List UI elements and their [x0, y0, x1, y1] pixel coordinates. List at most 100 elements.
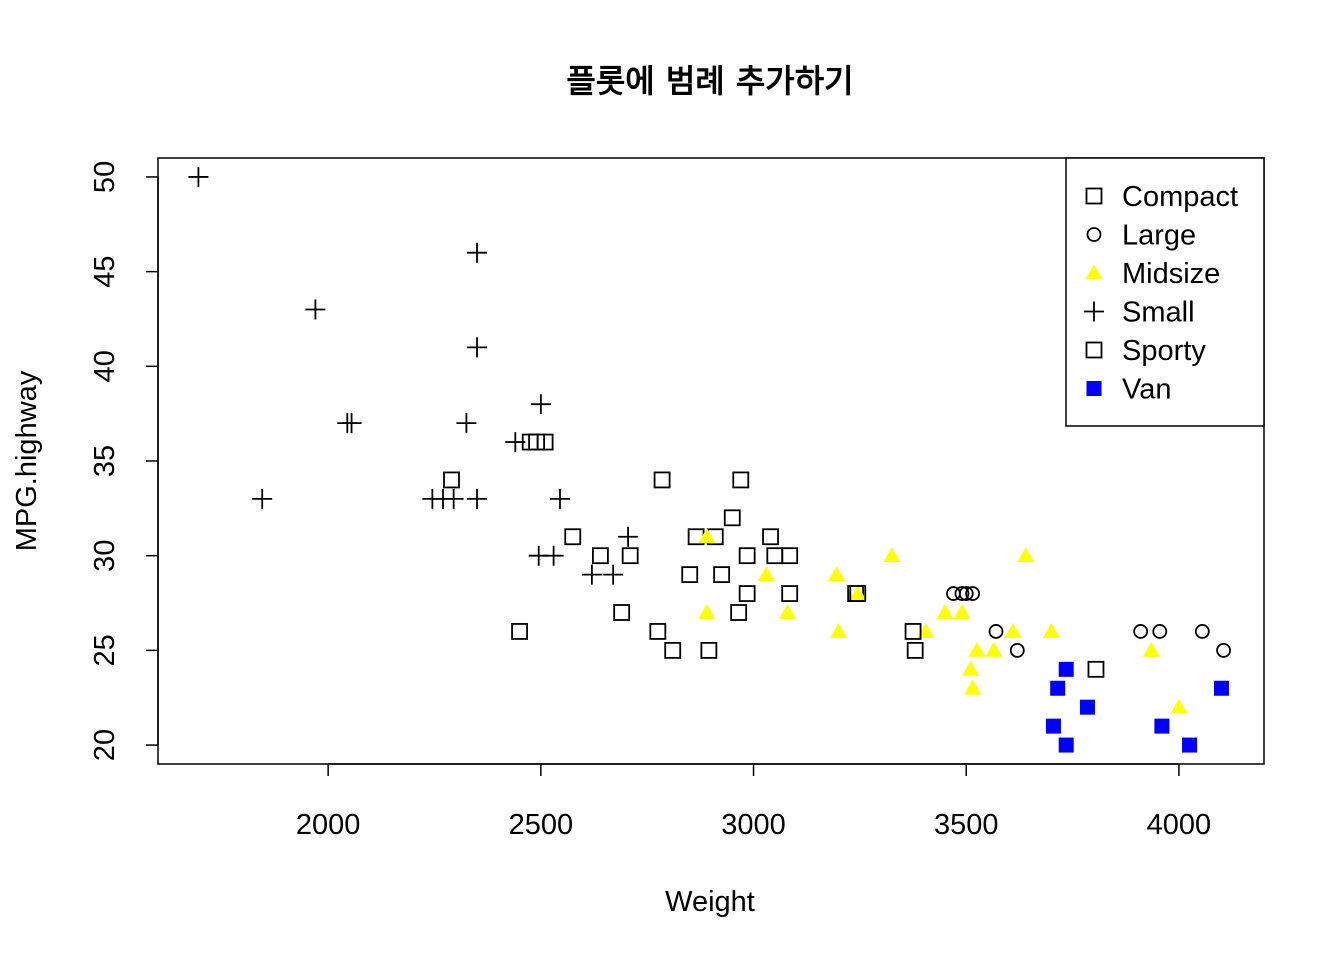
compact-point: [564, 528, 582, 546]
van-point: [1050, 680, 1066, 696]
chart-title: 플롯에 범례 추가하기: [566, 62, 853, 100]
midsize-point: [953, 604, 971, 619]
small-point: [252, 488, 273, 509]
small-point: [581, 564, 602, 585]
large-point: [954, 586, 970, 601]
sporty-point: [613, 604, 631, 621]
sporty-point: [849, 585, 867, 602]
x-tick-label: 3500: [934, 809, 999, 841]
x-tick-label: 2500: [509, 809, 574, 841]
legend: Compact Large Midsize Small Sporty Van: [1065, 157, 1265, 427]
x-tick-label: 4000: [1147, 809, 1212, 841]
y-tick-label: 50: [89, 161, 121, 193]
midsize-point: [936, 604, 954, 619]
legend-compact-marker: [1085, 187, 1103, 205]
large-point: [988, 624, 1004, 639]
midsize-point: [1170, 698, 1188, 714]
midsize-point: [757, 566, 775, 581]
van-point: [1182, 737, 1198, 753]
y-tick-label: 30: [89, 540, 121, 572]
compact-point: [536, 433, 554, 451]
sporty-point: [904, 623, 922, 640]
legend-midsize-marker: [1085, 264, 1103, 280]
y-tick-label: 40: [89, 350, 121, 382]
legend-van-label: Van: [1122, 374, 1171, 406]
midsize-point: [698, 528, 716, 544]
legend-sporty-label: Sporty: [1122, 335, 1206, 367]
midsize-point: [917, 622, 935, 638]
data-points: [188, 166, 1231, 753]
legend-large-label: Large: [1122, 220, 1196, 252]
large-point: [1133, 624, 1149, 639]
compact-point: [713, 566, 731, 584]
midsize-point: [883, 547, 901, 563]
large-point: [1152, 624, 1168, 639]
compact-point: [528, 433, 545, 451]
legend-small-label: Small: [1122, 297, 1195, 329]
x-tick-label: 3000: [721, 809, 786, 841]
sporty-point: [1087, 660, 1105, 678]
small-point: [467, 337, 488, 358]
small-point: [543, 545, 564, 566]
x-tick-label: 2000: [296, 809, 361, 841]
legend-small-marker: [1084, 301, 1104, 322]
small-point: [530, 394, 551, 415]
small-point: [188, 166, 209, 187]
large-point: [1216, 642, 1231, 658]
small-point: [341, 413, 362, 434]
midsize-point: [779, 604, 797, 619]
compact-point: [723, 509, 741, 527]
large-point: [1194, 624, 1210, 639]
van-point: [1213, 680, 1229, 696]
y-tick-label: 35: [89, 445, 121, 477]
small-point: [549, 488, 570, 509]
midsize-point: [961, 660, 979, 676]
compact-point: [443, 471, 460, 489]
small-point: [456, 413, 477, 434]
large-point: [1009, 642, 1025, 658]
compact-point: [738, 547, 756, 565]
y-axis-label: MPG.highway: [11, 370, 43, 551]
small-point: [467, 488, 488, 509]
van-point: [1058, 737, 1074, 753]
compact-point: [732, 471, 750, 489]
sporty-point: [649, 623, 667, 640]
compact-point: [592, 547, 609, 565]
compact-point: [781, 585, 799, 602]
x-axis: 2000 2500 3000 3500 4000: [296, 763, 1212, 841]
van-point: [1079, 699, 1095, 715]
small-point: [618, 526, 639, 547]
midsize-point: [1004, 622, 1022, 638]
midsize-point: [698, 604, 716, 619]
sporty-point: [781, 547, 799, 565]
compact-point: [681, 566, 699, 584]
legend-midsize-label: Midsize: [1122, 258, 1220, 290]
midsize-point: [985, 641, 1003, 657]
y-tick-label: 45: [89, 255, 121, 287]
legend-sporty-marker: [1085, 341, 1103, 359]
legend-large-marker: [1086, 227, 1102, 242]
legend-van-marker: [1086, 381, 1102, 396]
compact-point: [762, 528, 779, 546]
legend-compact-label: Compact: [1122, 181, 1238, 213]
midsize-point: [1142, 641, 1160, 657]
midsize-point: [827, 566, 845, 581]
y-tick-label: 25: [89, 634, 121, 666]
sporty-point: [738, 585, 756, 602]
midsize-point: [830, 622, 848, 638]
large-point: [958, 586, 974, 601]
small-point: [505, 432, 526, 453]
large-point: [965, 586, 981, 601]
van-point: [1154, 718, 1170, 734]
x-axis-label: Weight: [665, 886, 755, 918]
y-tick-label: 20: [89, 729, 121, 761]
y-axis: 20 25 30 35 40 45 50: [89, 161, 159, 761]
midsize-point: [968, 641, 986, 657]
small-point: [467, 242, 488, 263]
sporty-point: [700, 641, 718, 659]
midsize-point: [964, 679, 982, 695]
midsize-point: [1017, 547, 1035, 563]
sporty-point: [653, 471, 671, 489]
